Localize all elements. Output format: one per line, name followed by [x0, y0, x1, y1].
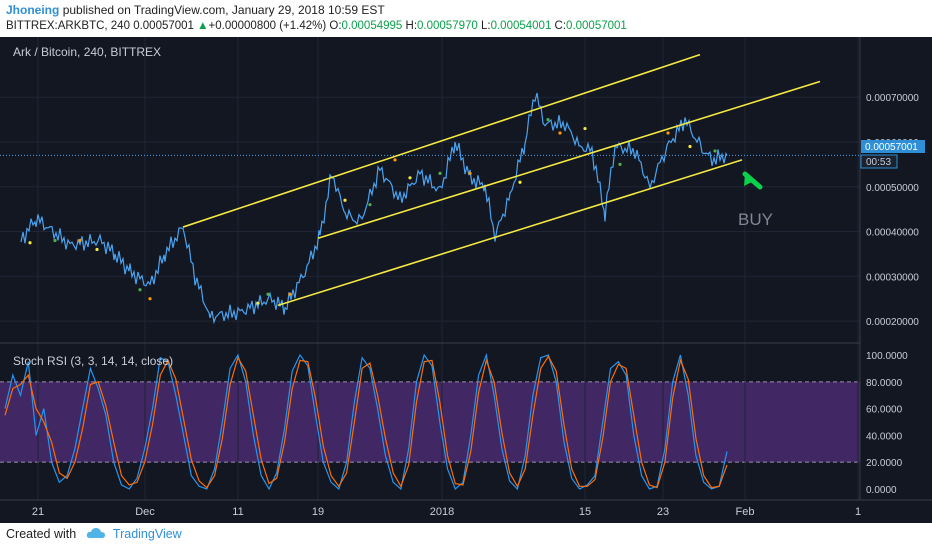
time-tick-label: 2018	[430, 506, 454, 518]
signal-marker	[468, 171, 472, 175]
signal-marker	[408, 176, 412, 180]
price-tick-label: 0.00030000	[866, 272, 919, 283]
last-price-tag: 0.00057001	[861, 140, 925, 153]
last-price-label: 0.00057001	[865, 142, 918, 153]
signal-marker	[95, 247, 99, 252]
chart-title: Ark / Bitcoin, 240, BITTREX	[13, 45, 161, 59]
signal-marker	[343, 198, 347, 202]
signal-marker	[78, 238, 82, 243]
signal-marker	[583, 126, 587, 131]
signal-marker	[438, 171, 442, 175]
rsi-tick-label: 60.0000	[866, 405, 903, 416]
signal-marker	[148, 297, 152, 301]
price-line	[20, 92, 728, 325]
signal-marker	[28, 241, 32, 245]
tradingview-cloud-icon	[86, 527, 106, 542]
open-label: O:	[329, 20, 342, 32]
rsi-tick-label: 20.0000	[866, 458, 903, 469]
time-tick-label: Dec	[135, 506, 155, 518]
up-arrow-icon: ▲	[197, 20, 209, 32]
rsi-tick-label: 40.0000	[866, 431, 903, 442]
time-tick-label: 1	[855, 506, 861, 518]
signal-marker	[368, 203, 372, 207]
signal-marker	[546, 117, 550, 122]
open-value: 0.00054995	[341, 20, 403, 32]
rsi-tick-label: 100.0000	[866, 351, 908, 362]
signal-marker	[138, 288, 142, 292]
time-tick-label: 11	[232, 506, 243, 518]
stoch-rsi-title: Stoch RSI (3, 3, 14, 14, close)	[13, 354, 173, 368]
time-tick-label: 19	[312, 506, 324, 518]
signal-marker	[256, 301, 260, 305]
rsi-band	[0, 381, 860, 463]
signal-marker	[713, 149, 717, 153]
green-buy-arrow-icon	[742, 171, 763, 190]
price-tick-label: 0.00070000	[866, 93, 919, 104]
created-with-text: Created with	[6, 527, 77, 541]
signal-marker	[558, 131, 562, 135]
stoch-d-line	[4, 355, 728, 489]
high-value: 0.00057970	[417, 20, 478, 32]
author-link[interactable]: Jhoneing	[6, 3, 60, 17]
channel-line	[182, 53, 701, 228]
price-tick-label: 0.00020000	[866, 317, 919, 328]
tradingview-brand-link[interactable]: TradingView	[112, 527, 182, 541]
time-tick-label: 23	[657, 506, 669, 518]
chart-area[interactable]: 0.00020000 0.00030000 0.00040000 0.00050000…	[0, 37, 932, 523]
rsi-tick-label: 80.0000	[866, 378, 903, 389]
low-label: L:	[480, 20, 491, 32]
channel-line	[317, 80, 821, 240]
signal-marker	[288, 292, 292, 296]
price-tick-label: 0.00040000	[866, 228, 919, 239]
close-label: C:	[554, 20, 567, 32]
last-price: 0.00057001	[133, 20, 194, 32]
footer: Created with TradingView	[6, 527, 182, 542]
time-tick-label: Feb	[736, 506, 755, 518]
signal-marker	[518, 180, 522, 184]
signal-marker	[266, 292, 270, 296]
symbol-label: BITTREX:ARKBTC, 240	[6, 20, 130, 32]
channel-line	[277, 159, 743, 307]
price-change: +0.00000800 (+1.42%)	[208, 20, 327, 32]
time-tick-label: 15	[579, 506, 591, 518]
signal-marker	[688, 144, 692, 149]
publish-info: Jhoneing published on TradingView.com, J…	[6, 3, 385, 17]
countdown-tag: 00:53	[860, 154, 898, 169]
low-value: 0.00054001	[490, 20, 552, 32]
countdown-label: 00:53	[866, 157, 891, 168]
time-tick-label: 21	[32, 506, 44, 518]
close-value: 0.00057001	[566, 20, 627, 32]
published-text: published on TradingView.com, January 29…	[62, 3, 385, 17]
signal-marker	[618, 162, 622, 166]
buy-annotation: BUY	[738, 210, 773, 229]
signal-marker	[666, 131, 670, 135]
price-tick-label: 0.00050000	[866, 183, 919, 194]
stoch-k-line	[4, 352, 728, 491]
signal-marker	[53, 238, 57, 243]
rsi-tick-label: 0.0000	[866, 485, 897, 496]
high-label: H:	[405, 20, 418, 32]
signal-marker	[393, 158, 397, 162]
symbol-summary: BITTREX:ARKBTC, 240 0.00057001 ▲+0.00000…	[6, 20, 627, 32]
